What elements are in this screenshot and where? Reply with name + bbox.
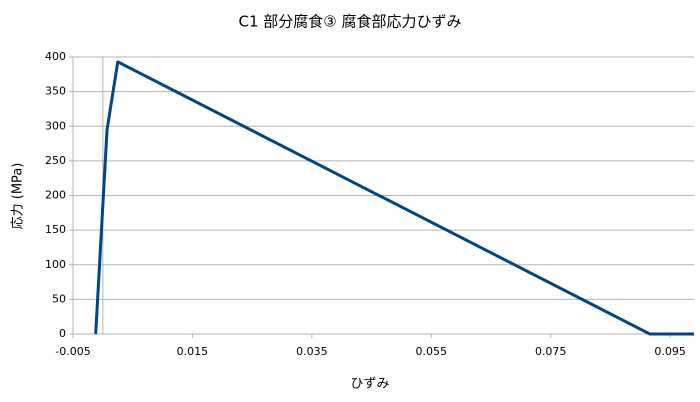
x-tick-label: 0.055 (416, 345, 448, 358)
y-tick-label: 400 (45, 50, 66, 63)
x-tick-label: 0.075 (535, 345, 567, 358)
y-tick-label: 350 (45, 85, 66, 98)
x-tick-label: 0.035 (296, 345, 328, 358)
x-tick-label: 0.015 (177, 345, 209, 358)
x-tick-label: -0.005 (55, 345, 90, 358)
y-tick-label: 0 (59, 327, 66, 340)
y-tick-label: 250 (45, 154, 66, 167)
y-tick-label: 150 (45, 223, 66, 236)
y-axis-title: 応力 (MPa) (11, 163, 26, 230)
y-tick-label: 100 (45, 258, 66, 271)
y-tick-label: 300 (45, 119, 66, 132)
data-line (94, 60, 694, 336)
y-tick-label: 50 (52, 292, 66, 305)
x-axis-title: ひずみ (350, 377, 389, 392)
y-tick-label: 200 (45, 189, 66, 202)
x-tick-label: 0.095 (654, 345, 686, 358)
chart-title: C1 部分腐食③ 腐食部応力ひずみ (238, 13, 461, 31)
